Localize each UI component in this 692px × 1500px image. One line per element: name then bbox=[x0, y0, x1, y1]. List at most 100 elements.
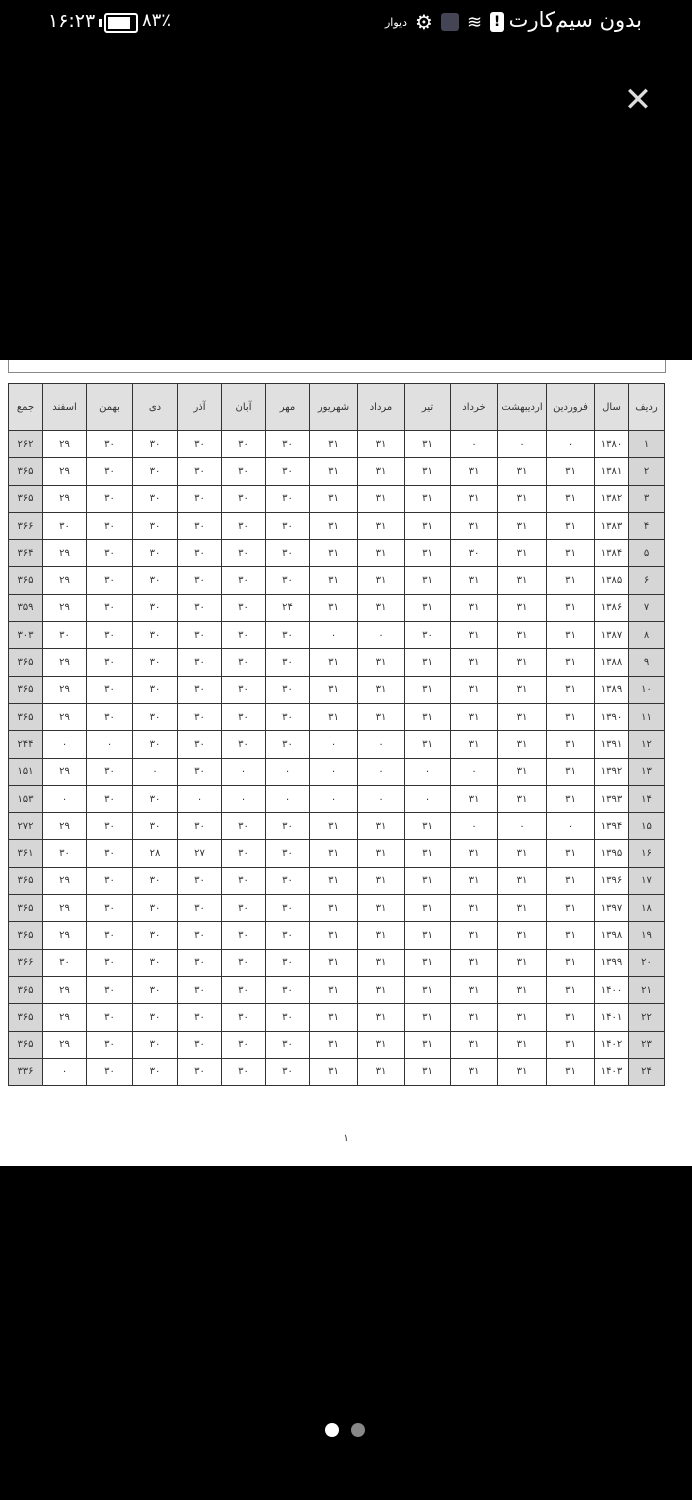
month-days-cell: ۳۰ bbox=[86, 839, 133, 868]
month-days-cell: ۰ bbox=[309, 784, 358, 814]
year-cell: ۱۳۸۸ bbox=[594, 648, 629, 677]
month-days-cell: ۳۰ bbox=[177, 730, 222, 759]
column-header: فروردین bbox=[546, 383, 595, 431]
month-days-cell: ۳۱ bbox=[357, 1030, 405, 1059]
month-days-cell: ۰ bbox=[546, 812, 595, 841]
row-number-cell: ۲۱ bbox=[628, 975, 665, 1005]
app-icon bbox=[440, 13, 459, 31]
table-row: ۱۴ ۱۳۹۳ ۳۱ ۳۱ ۳۱ ۰ ۰ ۰ ۰ ۰ ۰ ۳۰ ۳۰ ۰ ۱۵۳ bbox=[8, 784, 665, 814]
month-days-cell: ۳۱ bbox=[450, 484, 498, 513]
month-days-cell: ۳۱ bbox=[357, 457, 405, 486]
month-days-cell: ۳۱ bbox=[546, 511, 595, 541]
month-days-cell: ۳۰ bbox=[177, 702, 222, 732]
month-days-cell: ۳۰ bbox=[86, 757, 133, 786]
year-cell: ۱۳۹۰ bbox=[594, 702, 629, 732]
month-days-cell: ۳۱ bbox=[309, 702, 358, 732]
month-days-cell: ۳۰ bbox=[132, 1003, 178, 1032]
month-days-cell: ۳۰ bbox=[132, 730, 178, 759]
table-row: ۱۹ ۱۳۹۸ ۳۱ ۳۱ ۳۱ ۳۱ ۳۱ ۳۱ ۳۰ ۳۰ ۳۰ ۳۰ ۳۰ ۲۹ ۳۶۵ bbox=[8, 921, 665, 950]
total-cell: ۳۶۱ bbox=[8, 839, 43, 868]
month-days-cell: ۳۰ bbox=[132, 593, 178, 623]
month-days-cell: ۳۱ bbox=[450, 730, 498, 759]
sim-alert-icon: ! bbox=[490, 12, 505, 32]
total-cell: ۳۶۵ bbox=[8, 457, 43, 486]
month-days-cell: ۳۱ bbox=[546, 648, 595, 677]
month-days-cell: ۳۰ bbox=[265, 866, 310, 896]
year-cell: ۱۳۸۹ bbox=[594, 675, 629, 704]
month-days-cell: ۳۱ bbox=[309, 539, 358, 568]
month-days-cell: ۳۱ bbox=[309, 457, 358, 486]
month-days-cell: ۳۰ bbox=[132, 975, 178, 1005]
month-days-cell: ۲۸ bbox=[132, 839, 178, 868]
month-days-cell: ۲۹ bbox=[42, 921, 87, 950]
month-days-cell: ۳۱ bbox=[404, 539, 451, 568]
column-header: اسفند bbox=[42, 383, 87, 431]
month-days-cell: ۰ bbox=[265, 784, 310, 814]
month-days-cell: ۳۰ bbox=[221, 948, 266, 977]
month-days-cell: ۰ bbox=[309, 730, 358, 759]
month-days-cell: ۲۹ bbox=[42, 894, 87, 923]
month-days-cell: ۳۰ bbox=[86, 593, 133, 623]
table-row: ۱ ۱۳۸۰ ۰ ۰ ۰ ۳۱ ۳۱ ۳۱ ۳۰ ۳۰ ۳۰ ۳۰ ۳۰ ۲۹ ۲۶۲ bbox=[8, 429, 665, 459]
month-days-cell: ۳۰ bbox=[132, 948, 178, 977]
month-days-cell: ۲۹ bbox=[42, 539, 87, 568]
table-row: ۹ ۱۳۸۸ ۳۱ ۳۱ ۳۱ ۳۱ ۳۱ ۳۱ ۳۰ ۳۰ ۳۰ ۳۰ ۳۰ ۲۹ ۳۶۵ bbox=[8, 648, 665, 677]
month-days-cell: ۳۰ bbox=[132, 457, 178, 486]
total-cell: ۳۶۵ bbox=[8, 675, 43, 704]
total-cell: ۳۶۵ bbox=[8, 866, 43, 896]
year-cell: ۱۴۰۳ bbox=[594, 1057, 629, 1087]
month-days-cell: ۳۰ bbox=[221, 1003, 266, 1032]
month-days-cell: ۳۰ bbox=[221, 921, 266, 950]
month-days-cell: ۳۰ bbox=[221, 593, 266, 623]
month-days-cell: ۲۹ bbox=[42, 702, 87, 732]
close-button[interactable]: ✕ bbox=[622, 83, 654, 117]
month-days-cell: ۳۰ bbox=[132, 648, 178, 677]
month-days-cell: ۳۱ bbox=[404, 702, 451, 732]
month-days-cell: ۳۰ bbox=[132, 921, 178, 950]
month-days-cell: ۳۰ bbox=[177, 921, 222, 950]
month-days-cell: ۰ bbox=[265, 757, 310, 786]
year-cell: ۱۳۸۶ bbox=[594, 593, 629, 623]
battery-percent: ۸۳٪ bbox=[142, 10, 172, 31]
month-days-cell: ۳۱ bbox=[546, 975, 595, 1005]
year-cell: ۱۳۸۵ bbox=[594, 566, 629, 595]
column-header: خرداد bbox=[450, 383, 498, 431]
month-days-cell: ۰ bbox=[221, 757, 266, 786]
table-row: ۲۲ ۱۴۰۱ ۳۱ ۳۱ ۳۱ ۳۱ ۳۱ ۳۱ ۳۰ ۳۰ ۳۰ ۳۰ ۳۰ ۲۹ ۳۶۵ bbox=[8, 1003, 665, 1032]
month-days-cell: ۳۰ bbox=[221, 429, 266, 459]
month-days-cell: ۰ bbox=[546, 429, 595, 459]
row-number-cell: ۱۶ bbox=[628, 839, 665, 868]
column-header: اردیبهشت bbox=[497, 383, 547, 431]
month-days-cell: ۳۱ bbox=[404, 675, 451, 704]
total-cell: ۳۶۵ bbox=[8, 975, 43, 1005]
month-days-cell: ۳۰ bbox=[221, 484, 266, 513]
row-number-cell: ۱۷ bbox=[628, 866, 665, 896]
month-days-cell: ۳۱ bbox=[404, 894, 451, 923]
year-cell: ۱۳۹۱ bbox=[594, 730, 629, 759]
month-days-cell: ۳۱ bbox=[309, 1030, 358, 1059]
month-days-cell: ۳۱ bbox=[309, 484, 358, 513]
month-days-cell: ۳۰ bbox=[132, 429, 178, 459]
year-cell: ۱۳۹۵ bbox=[594, 839, 629, 868]
year-cell: ۱۳۸۴ bbox=[594, 539, 629, 568]
document-image[interactable]: ردیف سال فروردین اردیبهشت خرداد تیر مرداد شهریو… bbox=[0, 360, 692, 1166]
month-days-cell: ۳۱ bbox=[357, 429, 405, 459]
month-days-cell: ۳۰ bbox=[86, 894, 133, 923]
month-days-cell: ۳۱ bbox=[404, 1057, 451, 1087]
month-days-cell: ۳۰ bbox=[86, 975, 133, 1005]
month-days-cell: ۳۱ bbox=[404, 948, 451, 977]
month-days-cell: ۳۰ bbox=[132, 539, 178, 568]
table-row: ۱۱ ۱۳۹۰ ۳۱ ۳۱ ۳۱ ۳۱ ۳۱ ۳۱ ۳۰ ۳۰ ۳۰ ۳۰ ۳۰ ۲۹ ۳۶۵ bbox=[8, 702, 665, 732]
total-cell: ۲۴۴ bbox=[8, 730, 43, 759]
month-days-cell: ۳۱ bbox=[357, 484, 405, 513]
gear-icon: ⚙ bbox=[415, 10, 433, 34]
month-days-cell: ۳۰ bbox=[86, 1003, 133, 1032]
month-days-cell: ۳۱ bbox=[546, 1030, 595, 1059]
month-days-cell: ۳۱ bbox=[497, 839, 547, 868]
month-days-cell: ۲۹ bbox=[42, 757, 87, 786]
page-dot-1[interactable] bbox=[325, 1423, 339, 1437]
row-number-cell: ۱۲ bbox=[628, 730, 665, 759]
row-number-cell: ۱۸ bbox=[628, 894, 665, 923]
page-dot-2[interactable] bbox=[351, 1423, 365, 1437]
month-days-cell: ۳۰ bbox=[132, 894, 178, 923]
